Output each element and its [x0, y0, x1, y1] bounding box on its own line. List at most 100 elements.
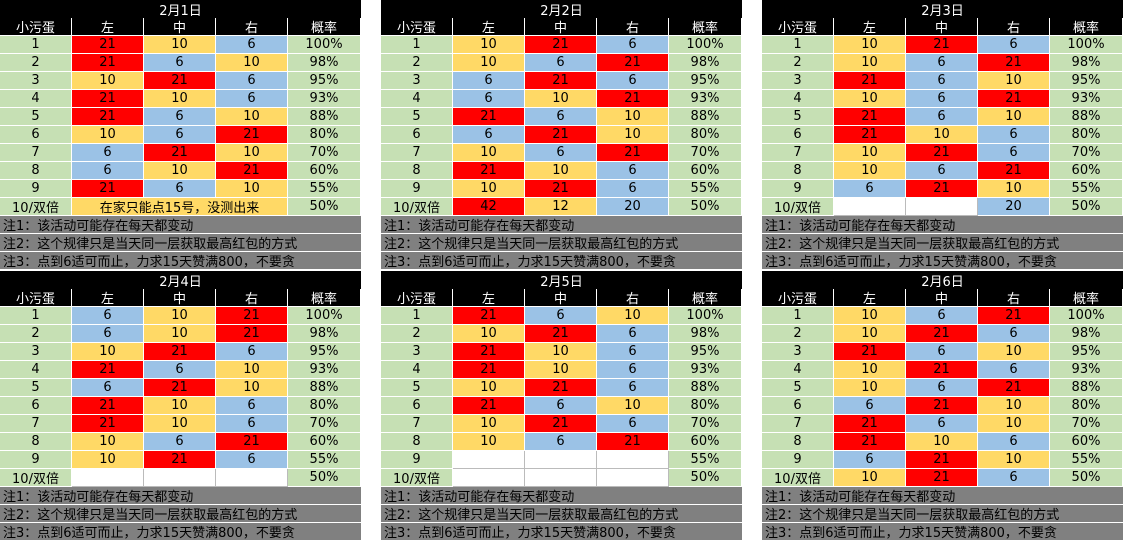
row-index: 7 [762, 415, 834, 433]
row-index: 2 [762, 325, 834, 343]
right-cell: 10 [978, 451, 1050, 469]
middle-cell: 6 [525, 397, 597, 415]
panel-title-row: 2月5日 [381, 271, 742, 289]
table-row: 10/双倍 50% [0, 469, 361, 487]
header-c3: 右 [216, 18, 288, 36]
table-row: 4 21 10 6 93% [0, 90, 361, 108]
probability-cell: 98% [669, 54, 742, 72]
row-index: 2 [0, 54, 72, 72]
right-cell: 20 [978, 198, 1050, 216]
probability-cell: 70% [288, 415, 361, 433]
table-row: 5 21 6 10 88% [381, 108, 742, 126]
probability-cell: 88% [669, 108, 742, 126]
middle-cell: 6 [906, 72, 978, 90]
middle-cell: 10 [144, 162, 216, 180]
table-row: 9 6 21 10 55% [762, 180, 1123, 198]
table-row: 10/双倍 在家只能点15号，没测出来 50% [0, 198, 361, 216]
middle-cell: 21 [144, 451, 216, 469]
header-c3: 右 [216, 289, 288, 307]
row-index: 7 [381, 144, 453, 162]
row-index: 9 [381, 451, 453, 469]
left-cell [453, 451, 525, 469]
probability-cell: 60% [1050, 433, 1123, 451]
middle-cell: 10 [525, 162, 597, 180]
left-cell: 21 [834, 415, 906, 433]
row-index: 6 [381, 397, 453, 415]
table-row: 9 55% [381, 451, 742, 469]
table-row: 8 6 10 21 60% [0, 162, 361, 180]
row-index: 2 [762, 54, 834, 72]
probability-cell: 50% [1050, 469, 1123, 487]
probability-cell: 70% [288, 144, 361, 162]
note-2: 注2：这个规律只是当天同一层获取最高红包的方式 [381, 505, 742, 523]
row-index: 4 [381, 361, 453, 379]
probability-cell: 95% [669, 72, 742, 90]
right-cell: 21 [978, 307, 1050, 325]
header-c3: 右 [978, 18, 1050, 36]
probability-cell: 55% [288, 180, 361, 198]
middle-cell: 6 [906, 162, 978, 180]
left-cell: 21 [453, 162, 525, 180]
probability-cell: 100% [669, 36, 742, 54]
row-index: 1 [762, 36, 834, 54]
header-c4: 概率 [288, 18, 361, 36]
table-row: 7 21 6 10 70% [762, 415, 1123, 433]
left-cell: 10 [834, 379, 906, 397]
right-cell: 6 [597, 180, 669, 198]
right-cell: 21 [978, 162, 1050, 180]
right-cell: 6 [216, 397, 288, 415]
right-cell: 21 [597, 144, 669, 162]
right-cell: 21 [216, 307, 288, 325]
middle-cell: 6 [144, 126, 216, 144]
left-cell: 6 [453, 126, 525, 144]
probability-cell: 93% [1050, 361, 1123, 379]
left-cell: 10 [72, 126, 144, 144]
middle-cell: 21 [906, 144, 978, 162]
note-2: 注2：这个规律只是当天同一层获取最高红包的方式 [762, 234, 1123, 252]
probability-cell: 88% [288, 379, 361, 397]
probability-cell: 98% [1050, 325, 1123, 343]
row-index: 8 [0, 433, 72, 451]
panel-title-row: 2月1日 [0, 0, 361, 18]
left-cell [834, 198, 906, 216]
middle-cell: 12 [525, 198, 597, 216]
row-index: 9 [762, 180, 834, 198]
left-cell: 21 [72, 54, 144, 72]
row-index: 8 [762, 162, 834, 180]
row-index: 7 [0, 144, 72, 162]
note-1: 注1：该活动可能存在每天都变动 [0, 216, 361, 234]
middle-cell: 21 [906, 361, 978, 379]
left-cell: 6 [72, 162, 144, 180]
middle-cell: 21 [906, 36, 978, 54]
header-c0: 小污蛋 [762, 18, 834, 36]
table-row: 6 21 10 6 80% [0, 397, 361, 415]
header-c2: 中 [144, 18, 216, 36]
table-row: 7 10 21 6 70% [381, 415, 742, 433]
row-index: 10/双倍 [762, 198, 834, 216]
probability-cell: 88% [288, 108, 361, 126]
note-2: 注2：这个规律只是当天同一层获取最高红包的方式 [0, 505, 361, 523]
probability-cell: 95% [288, 72, 361, 90]
left-cell: 6 [453, 90, 525, 108]
middle-cell: 21 [144, 144, 216, 162]
row-index: 9 [381, 180, 453, 198]
panel-title-row: 2月2日 [381, 0, 742, 18]
middle-cell: 10 [906, 433, 978, 451]
probability-cell: 80% [669, 397, 742, 415]
panel-title-row: 2月3日 [762, 0, 1123, 18]
right-cell: 10 [597, 108, 669, 126]
probability-cell: 98% [288, 54, 361, 72]
table-row: 6 10 6 21 80% [0, 126, 361, 144]
table-row: 1 21 10 6 100% [0, 36, 361, 54]
row-index: 1 [0, 36, 72, 54]
probability-cell: 80% [1050, 126, 1123, 144]
table-row: 2 6 10 21 98% [0, 325, 361, 343]
right-cell: 21 [597, 90, 669, 108]
left-cell: 6 [453, 72, 525, 90]
right-cell: 10 [978, 180, 1050, 198]
middle-cell: 21 [144, 343, 216, 361]
probability-cell: 70% [1050, 144, 1123, 162]
row-index: 5 [762, 108, 834, 126]
left-cell: 21 [453, 108, 525, 126]
right-cell: 6 [216, 72, 288, 90]
